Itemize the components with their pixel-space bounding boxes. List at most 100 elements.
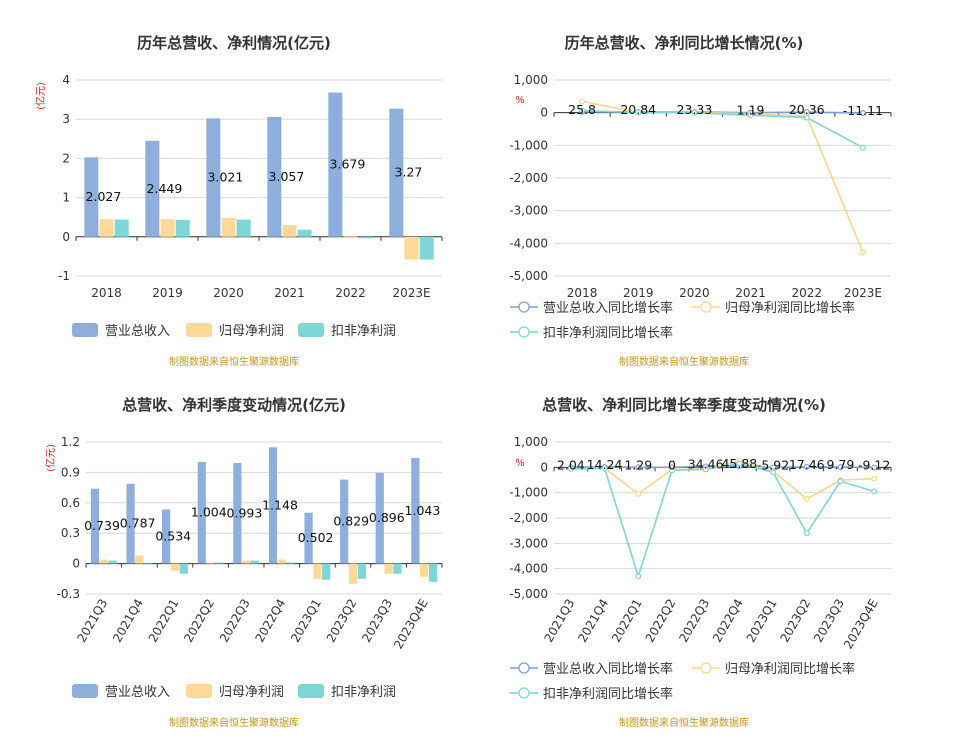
data-point (579, 107, 586, 114)
y-tick-label: -4,000 (509, 236, 548, 250)
bar (144, 563, 153, 565)
bar (175, 219, 190, 237)
y-tick-label: 0 (540, 460, 548, 474)
legend-item: 归母净利润 (186, 323, 284, 339)
legend-item: 营业总收入同比增长率 (510, 300, 673, 316)
data-label: 20.84 (620, 102, 656, 117)
y-tick-label: 0.9 (61, 465, 80, 479)
data-label: 45.88 (721, 456, 757, 471)
x-tick-label: 2022 (791, 286, 822, 300)
legend-marker (700, 301, 712, 313)
data-point (871, 475, 878, 482)
legend-item: 扣非净利润 (298, 684, 396, 700)
bar (358, 236, 373, 239)
y-tick-label: -5,000 (509, 587, 548, 601)
data-label: 17.46 (789, 457, 825, 472)
legend-label: 归母净利润同比增长率 (725, 661, 855, 677)
x-tick-label: 2022 (335, 286, 366, 300)
x-tick-label: 2021Q3 (74, 597, 110, 645)
bar (286, 562, 295, 564)
data-label: 20.36 (789, 102, 825, 117)
y-tick-label: 4 (62, 73, 70, 87)
source-note: 制图数据来自恒生聚源数据库 (169, 716, 299, 729)
bar (297, 229, 312, 237)
bar (313, 563, 322, 579)
data-label: 0.787 (120, 516, 156, 531)
data-label: 3.021 (208, 170, 244, 185)
x-tick-label: 2020 (679, 286, 710, 300)
data-label: 23.33 (677, 102, 713, 117)
bar (84, 157, 99, 237)
legend-label: 扣非净利润同比增长率 (543, 686, 673, 702)
y-tick-label: -1,000 (509, 138, 548, 152)
bar (126, 483, 135, 564)
source-note: 制图数据来自恒生聚源数据库 (619, 716, 749, 729)
y-tick-label: -4,000 (509, 562, 548, 576)
x-tick-label: 2023Q4E (841, 597, 881, 652)
legend-swatch (186, 323, 212, 337)
bar (340, 479, 349, 564)
data-label: 1.043 (405, 503, 441, 518)
legend-item: 营业总收入 (72, 323, 170, 339)
bar (268, 447, 278, 564)
legend-label: 营业总收入 (105, 324, 170, 339)
data-point (859, 144, 866, 151)
data-label: 2.04 (557, 457, 585, 472)
legend-swatch (298, 684, 324, 698)
x-tick-label: 2019 (152, 286, 183, 300)
source-note: 制图数据来自恒生聚源数据库 (169, 355, 299, 368)
data-label: -9.12 (858, 458, 890, 473)
y-tick-label: 0 (62, 230, 70, 244)
bar (282, 225, 297, 237)
bar (384, 563, 393, 574)
data-point (803, 114, 810, 121)
y-tick-label: 3 (62, 112, 70, 126)
legend-item: 归母净利润同比增长率 (692, 661, 855, 677)
legend-label: 归母净利润 (219, 324, 284, 339)
x-tick-label: 2021Q3 (542, 597, 578, 645)
chart-title: 历年总营收、净利同比增长情况(%) (565, 34, 804, 52)
legend-label: 扣非净利润 (331, 324, 396, 339)
data-label: 2.027 (86, 189, 122, 204)
x-tick-label: 2022Q2 (181, 597, 217, 645)
bar (357, 563, 366, 579)
legend-label: 扣非净利润同比增长率 (543, 325, 673, 341)
bar (375, 472, 384, 564)
legend-item: 扣非净利润同比增长率 (510, 686, 673, 702)
bar (420, 563, 429, 577)
chart-title: 总营收、净利季度变动情况(亿元) (122, 396, 346, 414)
data-point (803, 496, 810, 503)
x-tick-label: 2018 (91, 286, 122, 300)
legend-label: 扣非净利润 (331, 685, 396, 700)
bar (343, 236, 358, 238)
data-label: 3.057 (269, 169, 305, 184)
data-point (770, 469, 777, 476)
data-label: 0.502 (298, 530, 334, 545)
data-point (859, 110, 866, 117)
x-tick-label: 2023Q2 (777, 597, 813, 645)
data-label: 1.148 (262, 497, 298, 512)
y-tick-label: 1,000 (514, 435, 548, 449)
y-tick-label: 0.6 (61, 496, 80, 510)
series-line (570, 462, 875, 579)
legend-swatch (72, 684, 98, 698)
legend-item: 归母净利润 (186, 684, 284, 700)
data-label: 0.829 (333, 514, 369, 529)
data-label: -5.92 (757, 457, 789, 472)
x-tick-label: 2023Q3 (359, 597, 395, 645)
legend-label: 营业总收入同比增长率 (543, 300, 673, 316)
x-tick-label: 2022Q3 (676, 597, 712, 645)
chart-panel-3: 总营收、净利季度变动情况(亿元) (亿元) -0.3 0 0.3 0.6 0.9 1.2 202… (44, 396, 443, 729)
bar (233, 462, 242, 564)
legend-swatch (186, 684, 212, 698)
x-tick-label: 2023E (392, 286, 430, 300)
x-tick-label: 2021 (735, 286, 766, 300)
data-point (635, 490, 642, 497)
y-tick-label: -0.3 (57, 587, 80, 601)
data-label: 3.679 (330, 157, 366, 172)
data-point (871, 488, 878, 495)
y-tick-label: -3,000 (509, 204, 548, 218)
y-tick-label: -1,000 (509, 486, 548, 500)
x-tick-label: 2021Q4 (110, 597, 146, 645)
